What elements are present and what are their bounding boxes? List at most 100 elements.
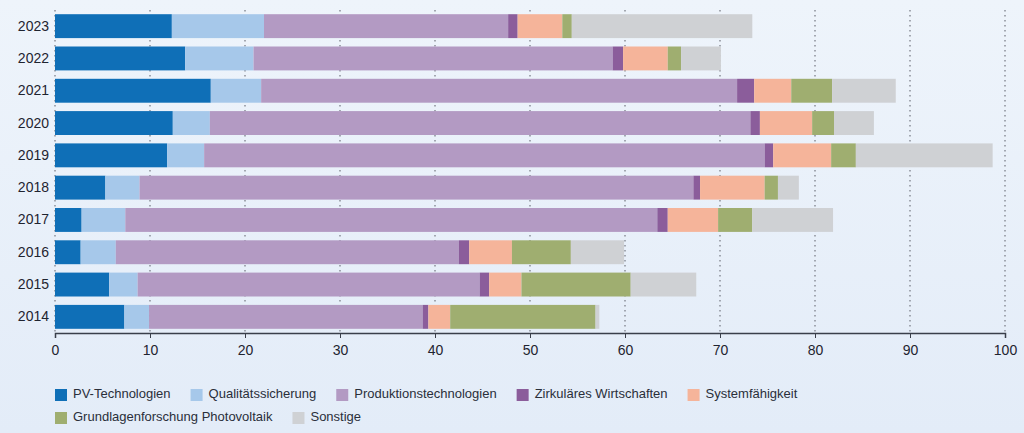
grid-line bbox=[814, 10, 816, 333]
tick-label: 2015 bbox=[18, 276, 49, 292]
tick-label: 100 bbox=[994, 342, 1018, 358]
bar bbox=[562, 14, 572, 38]
tick-label: 10 bbox=[143, 342, 159, 358]
bar bbox=[765, 143, 774, 167]
bar bbox=[668, 46, 681, 70]
bar bbox=[521, 273, 630, 297]
bar bbox=[512, 240, 571, 264]
bar bbox=[459, 240, 469, 264]
bar bbox=[700, 176, 765, 200]
bar bbox=[737, 79, 754, 103]
tick-label: 90 bbox=[903, 342, 919, 358]
tick: 50 bbox=[523, 333, 539, 358]
bar bbox=[428, 305, 450, 329]
bar bbox=[623, 46, 668, 70]
tick-mark bbox=[625, 333, 626, 338]
plot: 0102030405060708090100202320222021202020… bbox=[18, 10, 1018, 358]
bar bbox=[778, 176, 799, 200]
bar bbox=[754, 79, 791, 103]
tick: 80 bbox=[808, 333, 824, 358]
bar bbox=[765, 176, 778, 200]
bar bbox=[693, 176, 700, 200]
bar bbox=[718, 208, 752, 232]
bar bbox=[124, 305, 149, 329]
bar bbox=[167, 143, 204, 167]
bar bbox=[185, 46, 253, 70]
tick: 2017 bbox=[18, 211, 55, 227]
bar bbox=[210, 111, 751, 135]
legend-swatch bbox=[688, 389, 700, 401]
tick-mark bbox=[435, 333, 436, 338]
tick-label: 30 bbox=[333, 342, 349, 358]
y-axis: 2023 2022 2021 2020 2019 2018 2017 2016 2015 2014 bbox=[18, 18, 55, 325]
tick: 30 bbox=[333, 333, 349, 358]
tick-mark bbox=[815, 333, 816, 338]
legend-swatch bbox=[336, 389, 348, 401]
tick: 2021 bbox=[18, 82, 55, 98]
tick: 90 bbox=[903, 333, 919, 358]
legend-label: Qualitätssicherung bbox=[209, 386, 317, 401]
tick-label: 2023 bbox=[18, 18, 49, 34]
bar bbox=[489, 273, 521, 297]
tick-label: 2017 bbox=[18, 211, 49, 227]
legend-label: Zirkuläres Wirtschaften bbox=[535, 386, 668, 401]
legend-label: Produktionstechnologien bbox=[354, 386, 496, 401]
bar bbox=[55, 79, 211, 103]
tick: 60 bbox=[618, 333, 634, 358]
bar bbox=[750, 111, 760, 135]
tick: 2022 bbox=[18, 50, 55, 66]
bar bbox=[631, 273, 697, 297]
bar bbox=[55, 208, 82, 232]
tick: 100 bbox=[994, 333, 1018, 358]
tick: 2020 bbox=[18, 115, 55, 131]
bar bbox=[681, 46, 721, 70]
bar bbox=[450, 305, 595, 329]
bar bbox=[480, 273, 490, 297]
legend-swatch bbox=[55, 412, 67, 424]
bar bbox=[518, 14, 563, 38]
tick: 2015 bbox=[18, 276, 55, 292]
bar bbox=[109, 273, 137, 297]
bar bbox=[469, 240, 512, 264]
legend-swatch bbox=[517, 389, 529, 401]
bar bbox=[831, 143, 856, 167]
bar bbox=[138, 273, 480, 297]
tick-label: 2014 bbox=[18, 308, 49, 324]
bar bbox=[116, 240, 459, 264]
tick-mark bbox=[245, 333, 246, 338]
bar bbox=[82, 208, 126, 232]
tick-label: 2016 bbox=[18, 244, 49, 260]
bar bbox=[834, 111, 874, 135]
tick: 2016 bbox=[18, 244, 55, 260]
bar bbox=[105, 176, 139, 200]
bar bbox=[773, 143, 831, 167]
tick-label: 80 bbox=[808, 342, 824, 358]
legend-swatch bbox=[191, 389, 203, 401]
tick-label: 2021 bbox=[18, 82, 49, 98]
series bbox=[571, 14, 993, 329]
bar bbox=[211, 79, 261, 103]
bar bbox=[856, 143, 993, 167]
tick-label: 0 bbox=[52, 342, 60, 358]
tick-mark bbox=[910, 333, 911, 338]
bar bbox=[55, 143, 167, 167]
bar bbox=[55, 273, 109, 297]
tick: 40 bbox=[428, 333, 444, 358]
tick: 2019 bbox=[18, 147, 55, 163]
tick: 10 bbox=[143, 333, 159, 358]
tick-label: 20 bbox=[238, 342, 254, 358]
tick: 2018 bbox=[18, 179, 55, 195]
bars bbox=[55, 14, 993, 329]
series bbox=[423, 14, 774, 329]
tick-label: 2020 bbox=[18, 115, 49, 131]
bar bbox=[55, 240, 81, 264]
bar bbox=[125, 208, 657, 232]
legend-item: Qualitätssicherung bbox=[191, 386, 317, 401]
tick-label: 60 bbox=[618, 342, 634, 358]
tick-label: 2022 bbox=[18, 50, 49, 66]
legend-item: Produktionstechnologien bbox=[336, 386, 496, 401]
bar bbox=[55, 14, 172, 38]
bar bbox=[140, 176, 694, 200]
tick: 70 bbox=[713, 333, 729, 358]
legend-label: Sonstige bbox=[310, 409, 361, 424]
